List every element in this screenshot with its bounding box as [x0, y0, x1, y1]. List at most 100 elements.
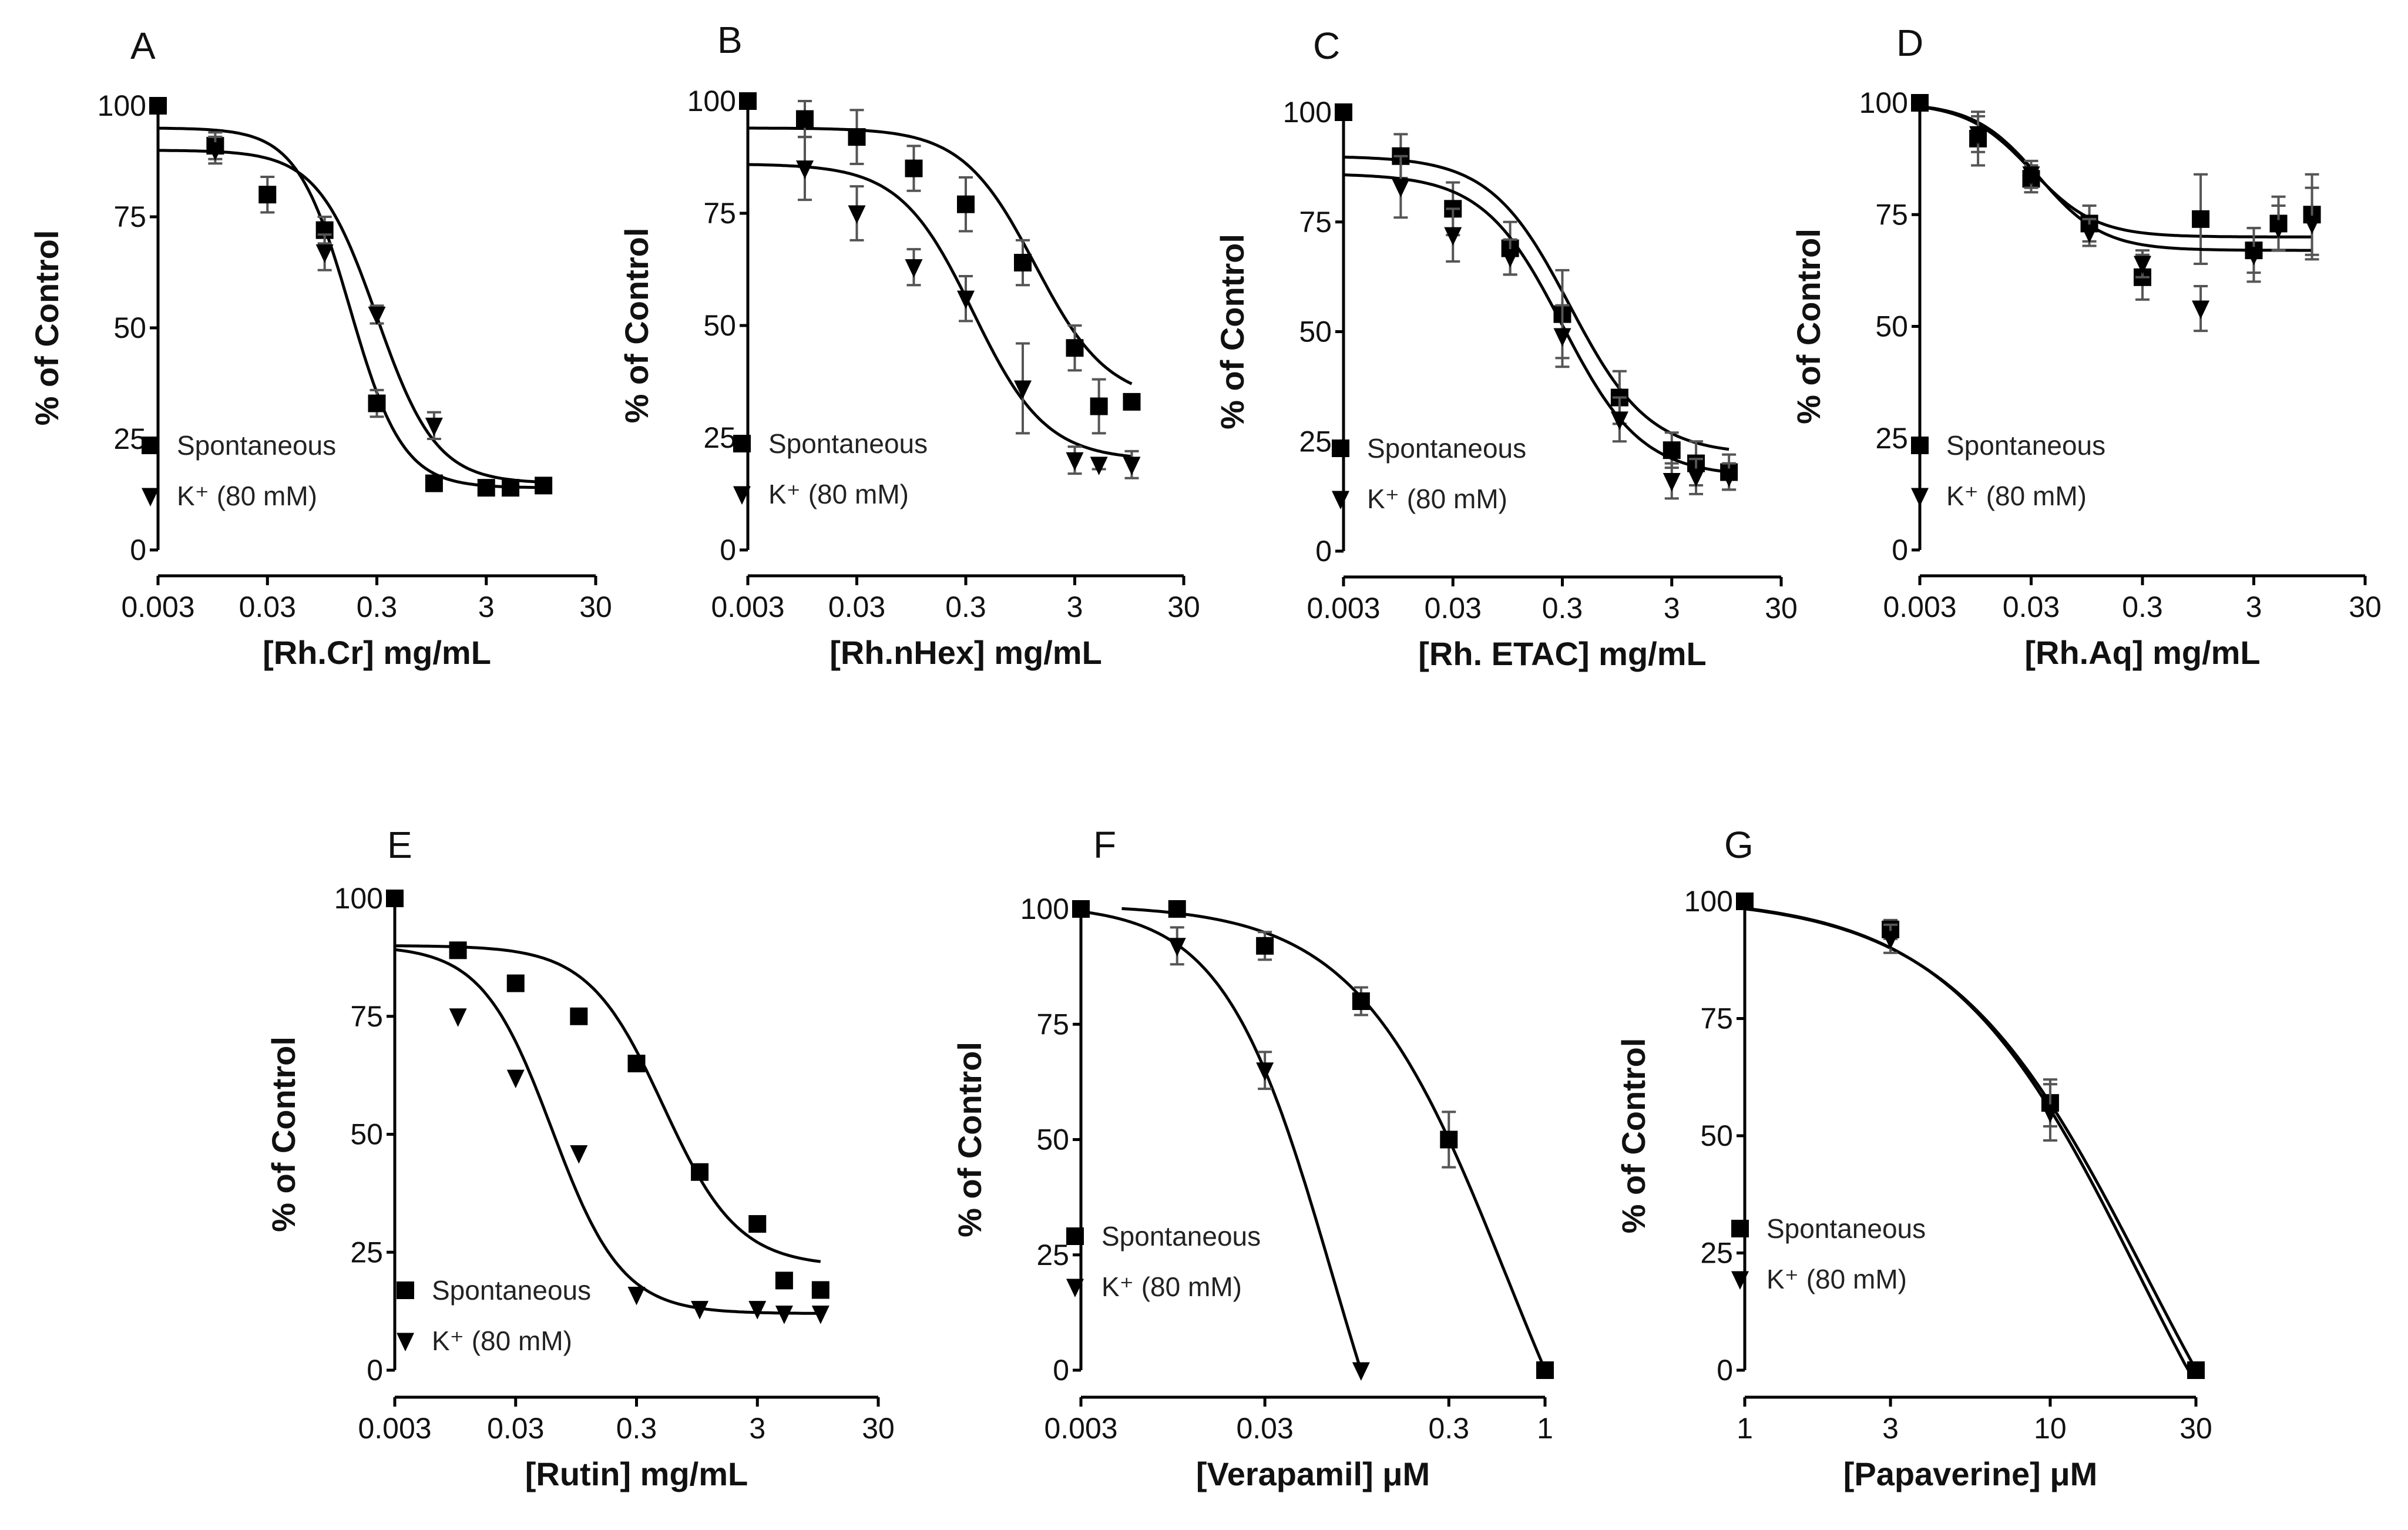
- panel-d: D 0 25 50 75 100 % of Control 0.003 0.03 0.3 3 30 [R…: [1790, 22, 2382, 671]
- data-point: [905, 259, 923, 278]
- legend-label: Spontaneous: [1946, 430, 2105, 461]
- y-axis-title: % of Control: [265, 1036, 302, 1232]
- data-point: [1066, 339, 1084, 357]
- fit-curve: [394, 948, 821, 1315]
- x-axis-title: [Verapamil] μM: [1196, 1455, 1430, 1492]
- y-tick-label: 75: [350, 1000, 383, 1033]
- y-axis-title: % of Control: [618, 228, 655, 424]
- data-point: [206, 142, 224, 161]
- legend-marker: [1332, 439, 1349, 457]
- data-point: [2192, 210, 2210, 228]
- y-tick-label: 50: [350, 1118, 383, 1151]
- series-spontaneous: [1736, 892, 2205, 1379]
- data-point: [570, 1145, 588, 1164]
- x-axis-title: [Rh. ETAC] mg/mL: [1418, 635, 1706, 672]
- legend-label: Spontaneous: [1101, 1221, 1261, 1251]
- fit-curve: [394, 944, 821, 1263]
- legend-label: Spontaneous: [1367, 433, 1526, 464]
- y-axis-title: % of Control: [951, 1042, 988, 1237]
- data-point: [811, 1306, 829, 1324]
- x-tick-label: 30: [862, 1412, 895, 1445]
- y-tick-label: 0: [130, 534, 146, 566]
- x-tick-label: 30: [2179, 1412, 2212, 1445]
- legend-marker: [1911, 488, 1929, 506]
- x-tick-label: 30: [1765, 592, 1798, 625]
- data-point: [1553, 328, 1571, 347]
- panel-letter: E: [387, 824, 412, 866]
- x-tick-label: 0.03: [1236, 1412, 1293, 1445]
- legend-marker: [733, 486, 751, 505]
- series-spontaneous: [1072, 900, 1554, 1379]
- data-point: [506, 974, 525, 992]
- data-point: [368, 394, 386, 412]
- data-point: [1256, 937, 1274, 955]
- data-point: [957, 290, 975, 310]
- legend-label: K⁺ (80 mM): [177, 481, 317, 511]
- data-point: [425, 417, 443, 437]
- x-tick-label: 0.3: [1429, 1412, 1470, 1445]
- data-point: [957, 195, 975, 213]
- fit-curve: [158, 149, 544, 484]
- x-axis-title: [Rh.nHex] mg/mL: [829, 634, 1102, 671]
- x-tick-label: 3: [749, 1412, 765, 1445]
- x-tick-label: 3: [1067, 590, 1083, 623]
- data-point: [1090, 457, 1108, 475]
- y-tick-label: 75: [1036, 1008, 1069, 1041]
- data-point: [1882, 931, 1900, 949]
- data-point: [2192, 300, 2210, 320]
- data-point: [2269, 220, 2288, 239]
- data-point: [1090, 397, 1108, 415]
- x-tick-label: 3: [1664, 592, 1680, 625]
- y-tick-label: 100: [98, 89, 146, 122]
- data-point: [1720, 468, 1738, 488]
- x-tick-label: 0.003: [1044, 1412, 1117, 1445]
- legend-marker: [397, 1333, 414, 1351]
- data-point: [1736, 892, 1754, 910]
- x-tick-label: 0.03: [239, 590, 296, 623]
- legend-label: K⁺ (80 mM): [768, 479, 909, 509]
- x-tick-label: 1: [1737, 1412, 1753, 1445]
- x-tick-label: 0.3: [1542, 592, 1583, 625]
- data-point: [1687, 468, 1705, 488]
- y-tick-label: 75: [703, 197, 736, 230]
- fit-curve: [1080, 910, 1363, 1371]
- legend-label: K⁺ (80 mM): [432, 1326, 572, 1356]
- y-tick-label: 25: [113, 422, 146, 455]
- y-tick-label: 50: [113, 311, 146, 344]
- data-point: [739, 92, 757, 110]
- panel-letter: B: [717, 19, 743, 61]
- legend-label: K⁺ (80 mM): [1766, 1264, 1907, 1294]
- data-point: [775, 1306, 793, 1324]
- legend-marker: [733, 435, 751, 452]
- x-tick-label: 30: [1167, 590, 1200, 623]
- y-tick-label: 75: [1875, 198, 1908, 231]
- data-point: [506, 1069, 525, 1089]
- series-k-plus: [394, 948, 829, 1324]
- data-point: [748, 1301, 767, 1320]
- data-point: [1440, 1130, 1458, 1149]
- legend-marker: [1911, 437, 1929, 454]
- fit-curve: [748, 126, 1133, 385]
- series-k-plus: [158, 135, 544, 484]
- x-tick-label: 0.03: [828, 590, 885, 623]
- y-tick-label: 0: [1053, 1354, 1069, 1387]
- y-tick-label: 0: [1717, 1354, 1733, 1387]
- x-axis-title: [Rh.Cr] mg/mL: [263, 634, 491, 671]
- data-point: [1168, 938, 1186, 957]
- y-tick-label: 50: [1875, 310, 1908, 343]
- data-point: [1392, 179, 1410, 197]
- y-tick-label: 25: [1036, 1239, 1069, 1271]
- fit-curve: [747, 163, 1132, 458]
- y-tick-label: 100: [334, 882, 383, 915]
- y-tick-label: 50: [703, 309, 736, 342]
- fit-curve: [1744, 907, 2196, 1372]
- data-point: [1168, 900, 1186, 918]
- data-point: [449, 941, 467, 959]
- data-point: [1123, 392, 1141, 411]
- data-point: [258, 186, 277, 204]
- data-point: [570, 1007, 588, 1025]
- series-k-plus: [1744, 907, 2196, 1372]
- legend-marker: [1066, 1279, 1084, 1297]
- x-tick-label: 3: [478, 590, 495, 623]
- panel-letter: A: [130, 25, 156, 67]
